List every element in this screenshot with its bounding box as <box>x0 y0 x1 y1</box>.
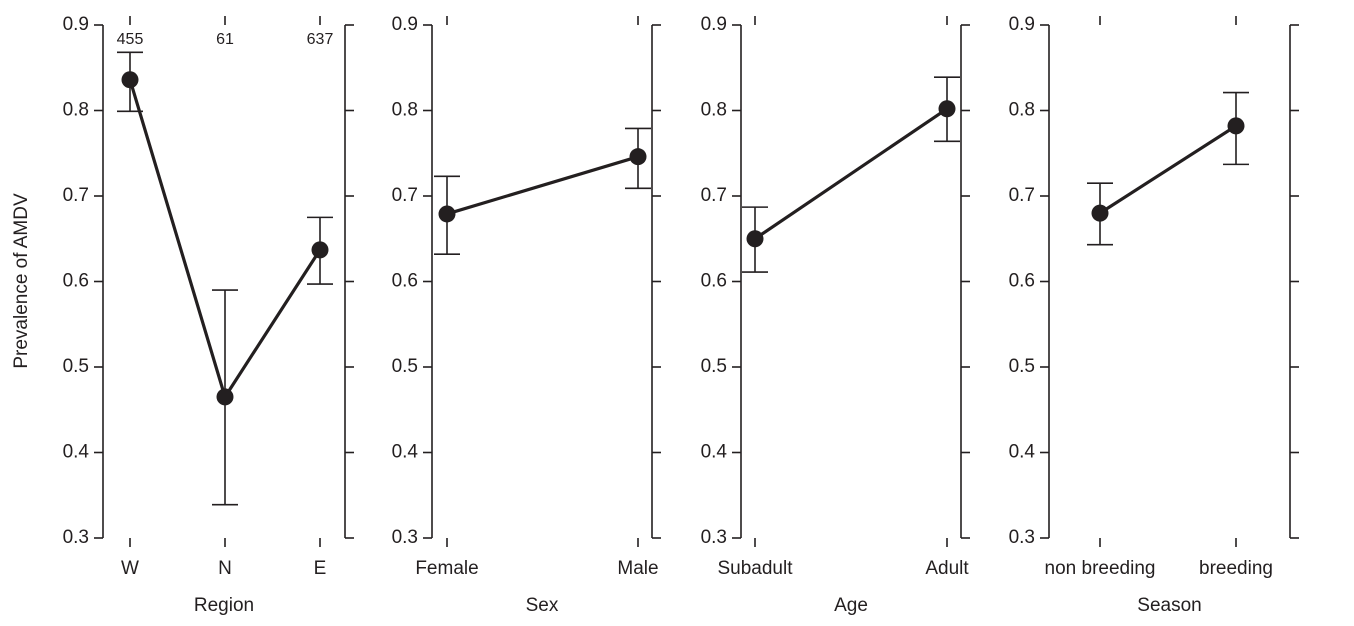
point <box>629 148 647 166</box>
line <box>1099 124 1237 215</box>
y-tick-label: 0.9 <box>1009 14 1035 35</box>
y-tick-label: 0.6 <box>63 271 89 292</box>
x-tick-label: non breeding <box>1045 558 1156 579</box>
y-tick-label: 0.9 <box>392 14 418 35</box>
x-axis-label: Region <box>194 595 254 616</box>
y-tick-label: 0.7 <box>1009 185 1035 206</box>
y-tick-label: 0.3 <box>63 527 89 548</box>
annotation: 61 <box>216 31 234 48</box>
y-tick-label: 0.6 <box>1009 271 1035 292</box>
point <box>216 388 234 406</box>
x-tick-label: E <box>314 558 327 579</box>
x-tick-label: Female <box>415 558 478 579</box>
point <box>121 71 139 89</box>
line <box>754 107 948 241</box>
x-axis-label: Age <box>834 595 868 616</box>
annotation: 637 <box>307 31 334 48</box>
x-tick-label: Subadult <box>717 558 793 579</box>
annotation: 455 <box>117 31 144 48</box>
x-tick-label: breeding <box>1199 558 1273 579</box>
y-tick-label: 0.3 <box>1009 527 1035 548</box>
x-axis-label: Season <box>1137 595 1201 616</box>
y-tick-label: 0.3 <box>392 527 418 548</box>
y-tick-label: 0.4 <box>701 442 728 463</box>
line <box>446 155 639 216</box>
y-tick-label: 0.6 <box>701 271 727 292</box>
y-tick-label: 0.6 <box>392 271 418 292</box>
y-tick-label: 0.9 <box>63 14 89 35</box>
y-tick-label: 0.9 <box>701 14 727 35</box>
y-tick-label: 0.5 <box>1009 356 1035 377</box>
point <box>311 241 329 259</box>
x-tick-label: Male <box>617 558 658 579</box>
y-tick-label: 0.7 <box>392 185 418 206</box>
y-tick-label: 0.8 <box>392 100 418 121</box>
y-tick-label: 0.4 <box>1009 442 1036 463</box>
point <box>1091 204 1109 222</box>
y-axis-label: Prevalence of AMDV <box>11 193 32 369</box>
point <box>746 230 764 248</box>
y-tick-label: 0.8 <box>701 100 727 121</box>
point <box>1227 117 1245 135</box>
y-tick-label: 0.3 <box>701 527 727 548</box>
y-tick-label: 0.5 <box>392 356 418 377</box>
y-tick-label: 0.7 <box>701 185 727 206</box>
y-tick-label: 0.7 <box>63 185 89 206</box>
y-tick-label: 0.4 <box>63 442 90 463</box>
y-tick-label: 0.4 <box>392 442 419 463</box>
x-tick-label: Adult <box>925 558 969 579</box>
y-tick-label: 0.8 <box>1009 100 1035 121</box>
y-tick-label: 0.8 <box>63 100 89 121</box>
x-tick-label: W <box>121 558 139 579</box>
x-axis-label: Sex <box>526 595 559 616</box>
y-tick-label: 0.5 <box>63 356 89 377</box>
point <box>938 100 956 118</box>
x-tick-label: N <box>218 558 232 579</box>
y-tick-label: 0.5 <box>701 356 727 377</box>
point <box>438 205 456 223</box>
